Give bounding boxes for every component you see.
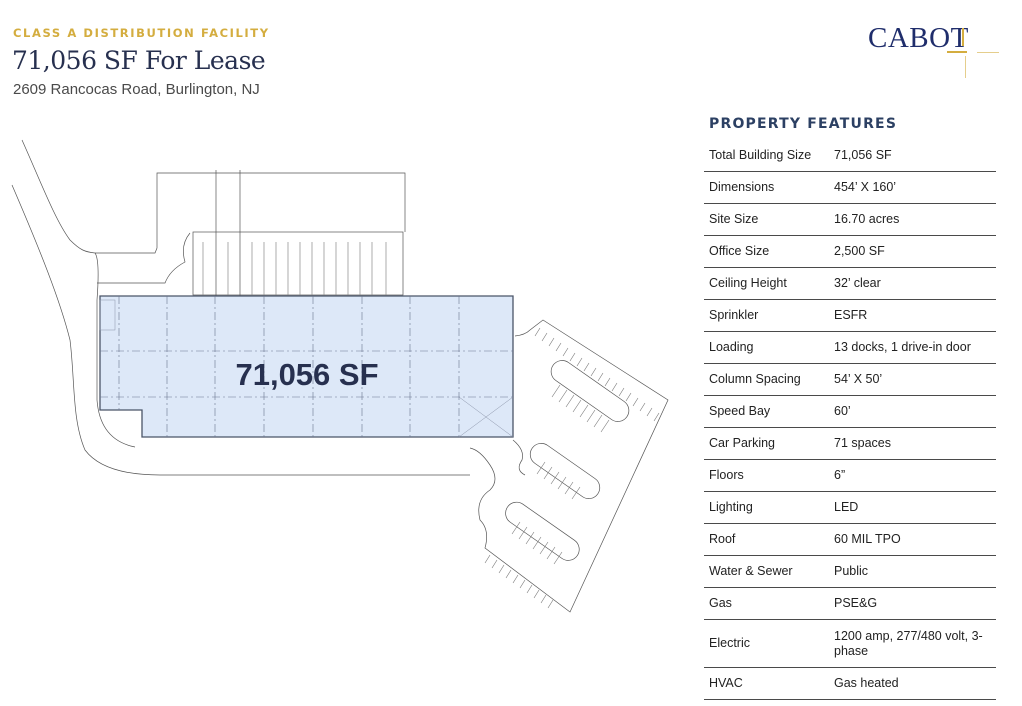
table-row: Sprinkler ESFR bbox=[704, 299, 996, 332]
feature-label: Roof bbox=[704, 523, 829, 556]
table-row: Site Size 16.70 acres bbox=[704, 203, 996, 236]
table-row: Lighting LED bbox=[704, 491, 996, 524]
feature-label: HVAC bbox=[704, 667, 829, 700]
feature-value: 6” bbox=[829, 459, 996, 492]
property-class-eyebrow: CLASS A DISTRIBUTION FACILITY bbox=[13, 26, 270, 40]
feature-label: Total Building Size bbox=[704, 140, 829, 172]
table-row: Ceiling Height 32’ clear bbox=[704, 267, 996, 300]
table-row: Column Spacing 54’ X 50’ bbox=[704, 363, 996, 396]
feature-value: 454’ X 160’ bbox=[829, 171, 996, 204]
table-row: Dimensions 454’ X 160’ bbox=[704, 171, 996, 204]
logo-text: CABOT bbox=[868, 22, 969, 54]
table-row: Office Size 2,500 SF bbox=[704, 235, 996, 268]
table-row: Water & Sewer Public bbox=[704, 555, 996, 588]
feature-value: 16.70 acres bbox=[829, 203, 996, 236]
feature-label: Electric bbox=[704, 619, 829, 668]
feature-label: Lighting bbox=[704, 491, 829, 524]
table-row: Floors 6” bbox=[704, 459, 996, 492]
feature-label: Floors bbox=[704, 459, 829, 492]
building-area-label: 71,056 SF bbox=[235, 357, 378, 392]
feature-value: 2,500 SF bbox=[829, 235, 996, 268]
feature-value: 54’ X 50’ bbox=[829, 363, 996, 396]
logo-accent-line-down bbox=[965, 56, 966, 78]
table-row: Speed Bay 60’ bbox=[704, 395, 996, 428]
feature-label: Water & Sewer bbox=[704, 555, 829, 588]
logo-accent-vertical bbox=[962, 28, 964, 46]
feature-value: PSE&G bbox=[829, 587, 996, 620]
feature-value: 13 docks, 1 drive-in door bbox=[829, 331, 996, 364]
feature-label: Gas bbox=[704, 587, 829, 620]
feature-value: 32’ clear bbox=[829, 267, 996, 300]
feature-label: Speed Bay bbox=[704, 395, 829, 428]
table-row: Loading 13 docks, 1 drive-in door bbox=[704, 331, 996, 364]
feature-value: Gas heated bbox=[829, 667, 996, 700]
table-row: HVAC Gas heated bbox=[704, 667, 996, 700]
feature-value: 1200 amp, 277/480 volt, 3-phase bbox=[829, 619, 996, 668]
site-plan-drawing: 71,056 SF bbox=[11, 139, 669, 613]
cabot-logo: CABOT bbox=[866, 18, 1006, 82]
feature-value: 60’ bbox=[829, 395, 996, 428]
table-row: Electric 1200 amp, 277/480 volt, 3-phase bbox=[704, 619, 996, 668]
logo-accent-horizontal bbox=[947, 51, 967, 53]
table-row: Total Building Size 71,056 SF bbox=[704, 140, 996, 172]
feature-value: 60 MIL TPO bbox=[829, 523, 996, 556]
feature-label: Sprinkler bbox=[704, 299, 829, 332]
feature-value: 71,056 SF bbox=[829, 140, 996, 172]
property-address: 2609 Rancocas Road, Burlington, NJ bbox=[13, 81, 260, 98]
feature-label: Column Spacing bbox=[704, 363, 829, 396]
table-row: Car Parking 71 spaces bbox=[704, 427, 996, 460]
table-row: Roof 60 MIL TPO bbox=[704, 523, 996, 556]
feature-label: Car Parking bbox=[704, 427, 829, 460]
feature-value: ESFR bbox=[829, 299, 996, 332]
feature-label: Dimensions bbox=[704, 171, 829, 204]
page-title: 71,056 SF For Lease bbox=[12, 46, 266, 75]
feature-value: Public bbox=[829, 555, 996, 588]
feature-label: Ceiling Height bbox=[704, 267, 829, 300]
logo-accent-line-right bbox=[977, 52, 999, 53]
site-plan: 71,056 SF bbox=[0, 120, 700, 701]
feature-value: LED bbox=[829, 491, 996, 524]
property-features-table: Total Building Size 71,056 SF Dimensions 4… bbox=[704, 140, 996, 700]
feature-value: 71 spaces bbox=[829, 427, 996, 460]
feature-label: Loading bbox=[704, 331, 829, 364]
table-row: Gas PSE&G bbox=[704, 587, 996, 620]
features-heading: PROPERTY FEATURES bbox=[709, 116, 898, 132]
feature-label: Site Size bbox=[704, 203, 829, 236]
feature-label: Office Size bbox=[704, 235, 829, 268]
